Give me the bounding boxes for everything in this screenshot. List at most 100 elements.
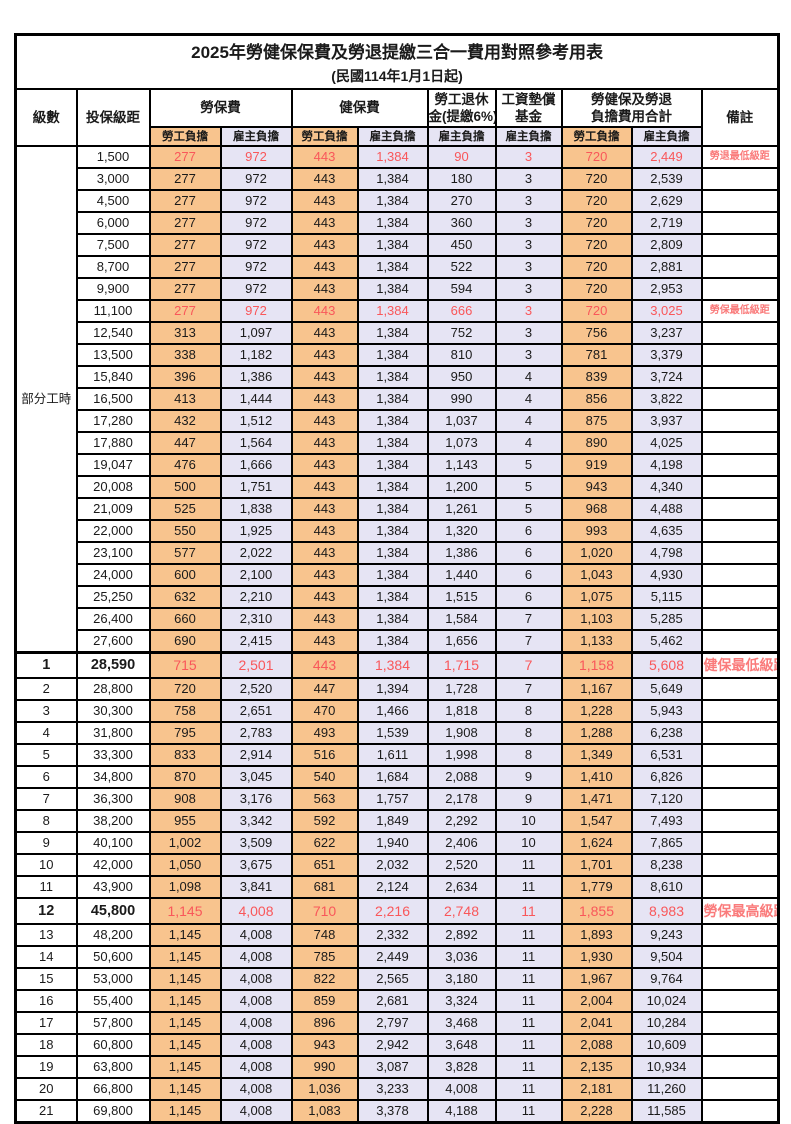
- cell-labor-employer: 3,045: [219, 765, 293, 789]
- cell-pension-employer: 3,324: [426, 989, 497, 1013]
- cell-labor-employer: 2,100: [219, 562, 293, 587]
- table-row: 15 53,000 1,145 4,008 822 2,565 3,180 11 1,967 9,…: [14, 967, 780, 991]
- cell-bracket: 25,250: [75, 584, 151, 609]
- cell-labor-employer: 2,022: [219, 540, 293, 565]
- cell-level: 14: [14, 945, 78, 969]
- cell-bracket: 34,800: [75, 765, 151, 789]
- cell-bracket: 40,100: [75, 831, 151, 855]
- part-time-level-cell: 部分工時: [14, 144, 78, 653]
- cell-total-employee: 839: [560, 364, 633, 389]
- cell-total-employer: 5,608: [630, 650, 703, 679]
- cell-level: 7: [14, 787, 78, 811]
- cell-fund-employer: 11: [494, 923, 563, 947]
- cell-bracket: 69,800: [75, 1099, 151, 1124]
- cell-level: 9: [14, 831, 78, 855]
- cell-health-employer: 1,539: [356, 721, 429, 745]
- cell-health-employer: 1,384: [356, 628, 429, 653]
- cell-total-employer: 11,585: [630, 1099, 703, 1124]
- cell-total-employer: 5,115: [630, 584, 703, 609]
- cell-note: 勞保最低級距: [700, 298, 780, 323]
- cell-total-employee: 2,181: [560, 1077, 633, 1101]
- cell-fund-employer: 7: [494, 677, 563, 701]
- cell-total-employee: 993: [560, 518, 633, 543]
- cell-bracket: 42,000: [75, 853, 151, 877]
- cell-note: [700, 743, 780, 767]
- cell-note: [700, 386, 780, 411]
- fee-table: 2025年勞健保保費及勞退提繳三合一費用對照參考用表 (民國114年1月1日起)…: [14, 33, 781, 1124]
- table-row: 7 36,300 908 3,176 563 1,757 2,178 9 1,471 7,120: [14, 787, 780, 811]
- cell-total-employer: 6,531: [630, 743, 703, 767]
- cell-pension-employer: 1,200: [426, 474, 497, 499]
- cell-labor-employer: 2,415: [219, 628, 293, 653]
- cell-health-employee: 540: [290, 765, 359, 789]
- cell-total-employer: 4,340: [630, 474, 703, 499]
- cell-pension-employer: 1,728: [426, 677, 497, 701]
- cell-level: 4: [14, 721, 78, 745]
- cell-fund-employer: 11: [494, 945, 563, 969]
- cell-fund-employer: 5: [494, 496, 563, 521]
- cell-fund-employer: 3: [494, 254, 563, 279]
- cell-fund-employer: 3: [494, 298, 563, 323]
- cell-total-employer: 6,826: [630, 765, 703, 789]
- table-row: 9,900 277 972 443 1,384 594 3 720 2,953: [16, 276, 780, 301]
- cell-health-employee: 443: [290, 584, 359, 609]
- cell-labor-employee: 277: [148, 298, 222, 323]
- cell-fund-employer: 4: [494, 386, 563, 411]
- cell-note: [700, 853, 780, 877]
- cell-total-employer: 2,629: [630, 188, 703, 213]
- cell-health-employee: 470: [290, 699, 359, 723]
- cell-pension-employer: 1,261: [426, 496, 497, 521]
- cell-health-employee: 1,083: [290, 1099, 359, 1124]
- cell-health-employee: 822: [290, 967, 359, 991]
- subheader-health-employer: 雇主負擔: [356, 125, 429, 147]
- header-sub-row: 勞工負擔 雇主負擔 勞工負擔 雇主負擔 雇主負擔 雇主負擔 勞工負擔 雇主負擔: [16, 125, 779, 147]
- cell-health-employer: 2,565: [356, 967, 429, 991]
- cell-pension-employer: 1,440: [426, 562, 497, 587]
- cell-labor-employee: 432: [148, 408, 222, 433]
- cell-health-employee: 443: [290, 540, 359, 565]
- cell-bracket: 24,000: [75, 562, 151, 587]
- subheader-pension-employer: 雇主負擔: [426, 125, 497, 147]
- cell-pension-employer: 1,584: [426, 606, 497, 631]
- cell-fund-employer: 3: [494, 276, 563, 301]
- cell-fund-employer: 6: [494, 518, 563, 543]
- table-row: 21,009 525 1,838 443 1,384 1,261 5 968 4,488: [16, 496, 780, 521]
- cell-total-employee: 720: [560, 188, 633, 213]
- cell-labor-employer: 1,751: [219, 474, 293, 499]
- cell-total-employer: 10,024: [630, 989, 703, 1013]
- table-row: 10 42,000 1,050 3,675 651 2,032 2,520 11 1,701 8,…: [14, 853, 780, 877]
- table-row: 20 66,800 1,145 4,008 1,036 3,233 4,008 11 2,181…: [14, 1077, 780, 1101]
- cell-health-employee: 443: [290, 386, 359, 411]
- cell-labor-employer: 2,310: [219, 606, 293, 631]
- cell-note: [700, 989, 780, 1013]
- col-header-remarks: 備註: [700, 87, 780, 147]
- cell-pension-employer: 3,468: [426, 1011, 497, 1035]
- table-row: 2 28,800 720 2,520 447 1,394 1,728 7 1,167 5,649: [14, 677, 780, 701]
- cell-fund-employer: 10: [494, 831, 563, 855]
- cell-fund-employer: 11: [494, 897, 563, 925]
- cell-labor-employee: 1,002: [148, 831, 222, 855]
- cell-level: 11: [14, 875, 78, 899]
- cell-fund-employer: 9: [494, 765, 563, 789]
- cell-total-employer: 8,610: [630, 875, 703, 899]
- cell-total-employee: 781: [560, 342, 633, 367]
- cell-health-employee: 785: [290, 945, 359, 969]
- cell-total-employer: 5,943: [630, 699, 703, 723]
- cell-health-employee: 443: [290, 254, 359, 279]
- cell-health-employee: 710: [290, 897, 359, 925]
- cell-pension-employer: 594: [426, 276, 497, 301]
- cell-health-employer: 1,384: [356, 562, 429, 587]
- cell-health-employer: 1,384: [356, 166, 429, 191]
- cell-note: [700, 1011, 780, 1035]
- cell-level: 5: [14, 743, 78, 767]
- cell-health-employer: 2,216: [356, 897, 429, 925]
- cell-note: [700, 765, 780, 789]
- cell-health-employee: 443: [290, 496, 359, 521]
- cell-total-employer: 3,025: [630, 298, 703, 323]
- cell-labor-employee: 715: [148, 650, 222, 679]
- cell-health-employee: 443: [290, 452, 359, 477]
- cell-health-employer: 2,332: [356, 923, 429, 947]
- cell-total-employer: 4,488: [630, 496, 703, 521]
- cell-labor-employee: 277: [148, 166, 222, 191]
- cell-total-employer: 2,809: [630, 232, 703, 257]
